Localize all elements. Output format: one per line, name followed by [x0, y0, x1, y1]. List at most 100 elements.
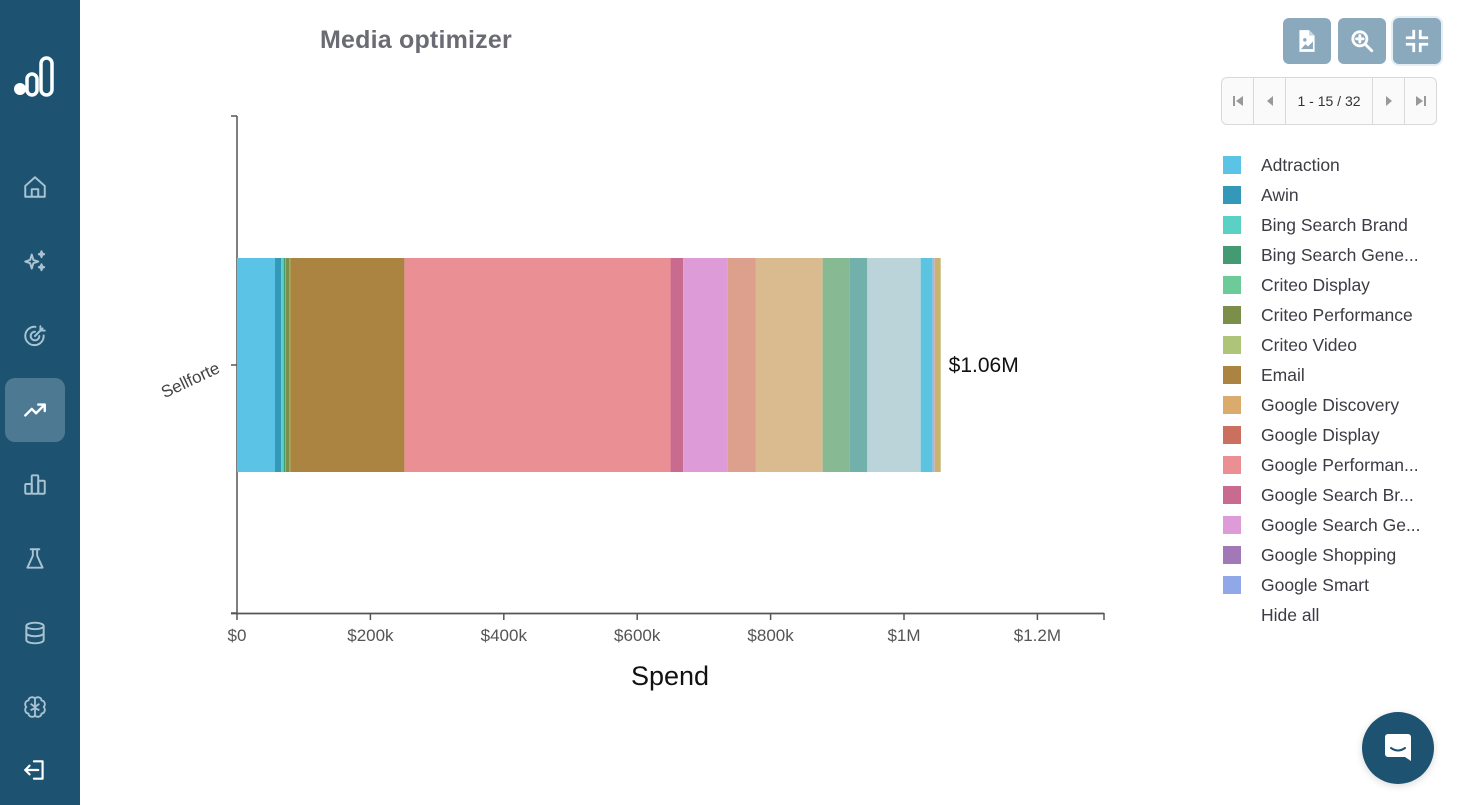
- legend-swatch: [1223, 306, 1241, 324]
- legend-pager: 1 - 15 / 32: [1221, 77, 1437, 125]
- database-icon: [25, 621, 45, 645]
- legend-label: Adtraction: [1261, 154, 1340, 175]
- sidebar-item-insights[interactable]: [5, 229, 65, 293]
- flask-icon: [26, 548, 44, 569]
- x-tick-label: $1M: [887, 626, 920, 645]
- chat-button[interactable]: [1362, 712, 1434, 784]
- legend-item[interactable]: Google Display: [1223, 420, 1438, 450]
- hide-all-button[interactable]: Hide all: [1223, 600, 1438, 630]
- stacked-bar-chart: $0 $200k $400k $600k $800k $1M $1.2M $1.06M Se…: [158, 115, 1105, 691]
- first-page-button[interactable]: [1222, 78, 1254, 124]
- x-tick-label: $1.2M: [1014, 626, 1061, 645]
- sidebar-item-optimizer[interactable]: [5, 378, 65, 442]
- bar-segment[interactable]: [867, 258, 921, 472]
- last-page-button[interactable]: [1404, 78, 1436, 124]
- bar-segment[interactable]: [237, 258, 276, 472]
- sidebar-item-home[interactable]: [5, 155, 65, 219]
- legend-swatch: [1223, 186, 1241, 204]
- sidebar-item-reports[interactable]: [5, 452, 65, 516]
- bar-segment[interactable]: [683, 258, 728, 472]
- trending-up-icon: [24, 403, 46, 417]
- zoom-in-button[interactable]: [1338, 18, 1386, 64]
- bar-segment[interactable]: [822, 258, 850, 472]
- legend-label: Bing Search Brand: [1261, 214, 1408, 235]
- legend-label: Google Display: [1261, 424, 1380, 445]
- page-indicator: 1 - 15 / 32: [1297, 93, 1361, 109]
- legend-swatch: [1223, 246, 1241, 264]
- legend-swatch-empty: [1223, 606, 1241, 624]
- export-image-button[interactable]: [1283, 18, 1331, 64]
- bar-segment[interactable]: [275, 258, 282, 472]
- legend-item[interactable]: Google Performan...: [1223, 450, 1438, 480]
- sidebar-item-experiments[interactable]: [5, 527, 65, 591]
- legend-swatch: [1223, 366, 1241, 384]
- last-page-icon: [1415, 96, 1426, 106]
- bar-segment[interactable]: [285, 258, 290, 472]
- legend-item[interactable]: Google Discovery: [1223, 390, 1438, 420]
- legend-item[interactable]: Google Search Br...: [1223, 480, 1438, 510]
- category-label: Sellforte: [158, 358, 223, 402]
- chart-legend: Adtraction Awin Bing Search Brand Bing Sear…: [1223, 150, 1438, 630]
- legend-swatch: [1223, 396, 1241, 414]
- legend-item[interactable]: Criteo Display: [1223, 270, 1438, 300]
- legend-item[interactable]: Google Smart: [1223, 570, 1438, 600]
- bar-segment[interactable]: [404, 258, 671, 472]
- x-tick-label: $400k: [481, 626, 528, 645]
- bar-segment[interactable]: [281, 258, 284, 472]
- next-page-button[interactable]: [1372, 78, 1404, 124]
- legend-label: Criteo Performance: [1261, 304, 1413, 325]
- legend-item[interactable]: Criteo Performance: [1223, 300, 1438, 330]
- x-tick-label: $0: [228, 626, 247, 645]
- target-icon: [24, 325, 46, 347]
- sidebar-item-data[interactable]: [5, 601, 65, 665]
- bar-chart-icon: [24, 474, 46, 495]
- sidebar-item-targets[interactable]: [5, 304, 65, 368]
- legend-swatch: [1223, 216, 1241, 234]
- legend-label: Google Performan...: [1261, 454, 1419, 475]
- prev-page-icon: [1266, 96, 1273, 106]
- chat-icon: [1385, 734, 1411, 761]
- legend-swatch: [1223, 576, 1241, 594]
- sidebar: [0, 0, 80, 805]
- bar-segment[interactable]: [283, 258, 286, 472]
- bar-segment[interactable]: [670, 258, 684, 472]
- bar-segment[interactable]: [755, 258, 823, 472]
- legend-label: Google Search Br...: [1261, 484, 1414, 505]
- legend-label: Google Smart: [1261, 574, 1369, 595]
- legend-item[interactable]: Bing Search Brand: [1223, 210, 1438, 240]
- bar-segment[interactable]: [290, 258, 405, 472]
- home-icon: [24, 176, 46, 198]
- legend-label: Awin: [1261, 184, 1299, 205]
- sidebar-item-models[interactable]: [5, 675, 65, 739]
- legend-label: Criteo Display: [1261, 274, 1370, 295]
- hide-all-label: Hide all: [1261, 604, 1320, 625]
- legend-item[interactable]: Bing Search Gene...: [1223, 240, 1438, 270]
- prev-page-button[interactable]: [1254, 78, 1286, 124]
- x-tick-label: $600k: [614, 626, 661, 645]
- bar-segment[interactable]: [285, 258, 286, 472]
- next-page-icon: [1385, 96, 1392, 106]
- legend-swatch: [1223, 336, 1241, 354]
- collapse-button[interactable]: [1393, 18, 1441, 64]
- x-tick-label: $800k: [747, 626, 794, 645]
- legend-item[interactable]: Email: [1223, 360, 1438, 390]
- legend-item[interactable]: Adtraction: [1223, 150, 1438, 180]
- bar-segment[interactable]: [849, 258, 868, 472]
- legend-item[interactable]: Awin: [1223, 180, 1438, 210]
- image-file-icon: [1299, 30, 1315, 52]
- bar-segment[interactable]: [934, 258, 941, 472]
- legend-item[interactable]: Criteo Video: [1223, 330, 1438, 360]
- analytics-logo-icon[interactable]: [12, 52, 60, 100]
- bar-segment[interactable]: [289, 258, 291, 472]
- bar-segment[interactable]: [920, 258, 933, 472]
- legend-item[interactable]: Google Search Ge...: [1223, 510, 1438, 540]
- legend-swatch: [1223, 276, 1241, 294]
- brain-icon: [24, 696, 46, 718]
- legend-swatch: [1223, 456, 1241, 474]
- zoom-in-icon: [1351, 30, 1374, 53]
- bar-segment[interactable]: [727, 258, 756, 472]
- sidebar-item-logout[interactable]: [5, 738, 65, 802]
- bar-segment[interactable]: [932, 258, 935, 472]
- legend-item[interactable]: Google Shopping: [1223, 540, 1438, 570]
